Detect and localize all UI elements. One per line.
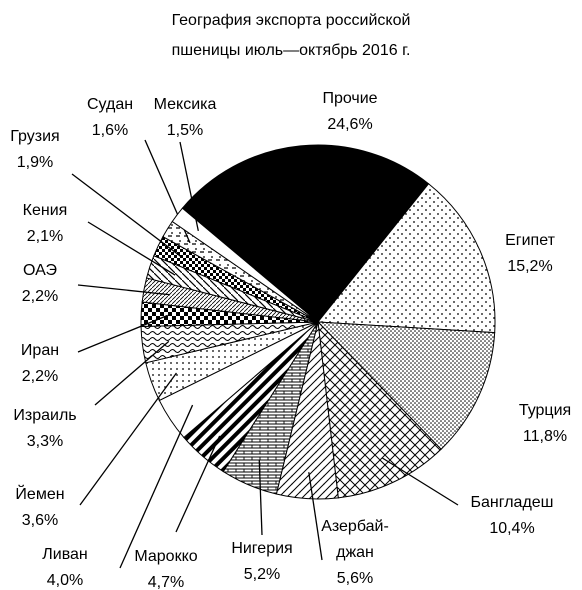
slice-value: 1,5% [166,122,204,139]
slice-value: 5,6% [336,570,374,587]
slice-label: Судан [86,96,134,113]
slice-label: Нигерия [231,540,293,557]
leader-line [179,141,199,231]
slice-value: 15,2% [507,258,553,275]
slice-value: 2,1% [26,228,64,245]
chart-title: География экспорта российской пшеницы ию… [171,12,411,59]
slice-label: Мексика [153,96,217,113]
slice-value: 2,2% [21,368,59,385]
leader-line [77,284,171,296]
slice-label: Грузия [10,128,60,145]
leader-line [381,457,459,506]
slice-value: 2,2% [21,288,59,305]
leader-line [87,221,176,276]
leader-line [258,460,263,536]
slice-label: Израиль [13,407,77,424]
leader-line [94,340,170,406]
leader-line [308,472,323,561]
slice-value: 3,3% [26,433,64,450]
slice-label: Йемен [15,486,65,503]
leader-line [119,404,194,569]
leader-line [175,435,221,533]
leader-line [71,173,183,258]
slice-value: 4,7% [147,574,185,590]
slice-value: 11,8% [522,428,568,445]
slice-value: 4,0% [46,572,84,589]
pie-slice [316,321,496,450]
slice-label: Азербай- джан [321,518,389,561]
pie-slice [317,183,496,334]
leader-line [79,372,177,506]
slice-label: Бангладеш [470,494,554,511]
slice-label: Прочие [322,90,378,107]
slice-value: 3,6% [21,512,59,529]
slice-label: Египет [505,232,555,249]
pie-slice [317,320,442,499]
slice-label: Марокко [134,548,198,565]
slice-label: Турция [518,402,572,419]
slice-label: Иран [20,342,60,359]
pie-slice [171,207,319,323]
leader-line [77,314,168,353]
slice-label: ОАЭ [23,262,57,279]
slice-value: 1,9% [16,154,54,171]
slice-value: 10,4% [489,520,535,537]
slice-label: Кения [22,202,68,219]
slice-value: 5,2% [243,566,281,583]
slice-value: 1,6% [91,122,129,139]
slice-value: 24,6% [327,116,373,133]
pie-slice [181,144,430,323]
slice-label: Ливан [42,546,88,563]
